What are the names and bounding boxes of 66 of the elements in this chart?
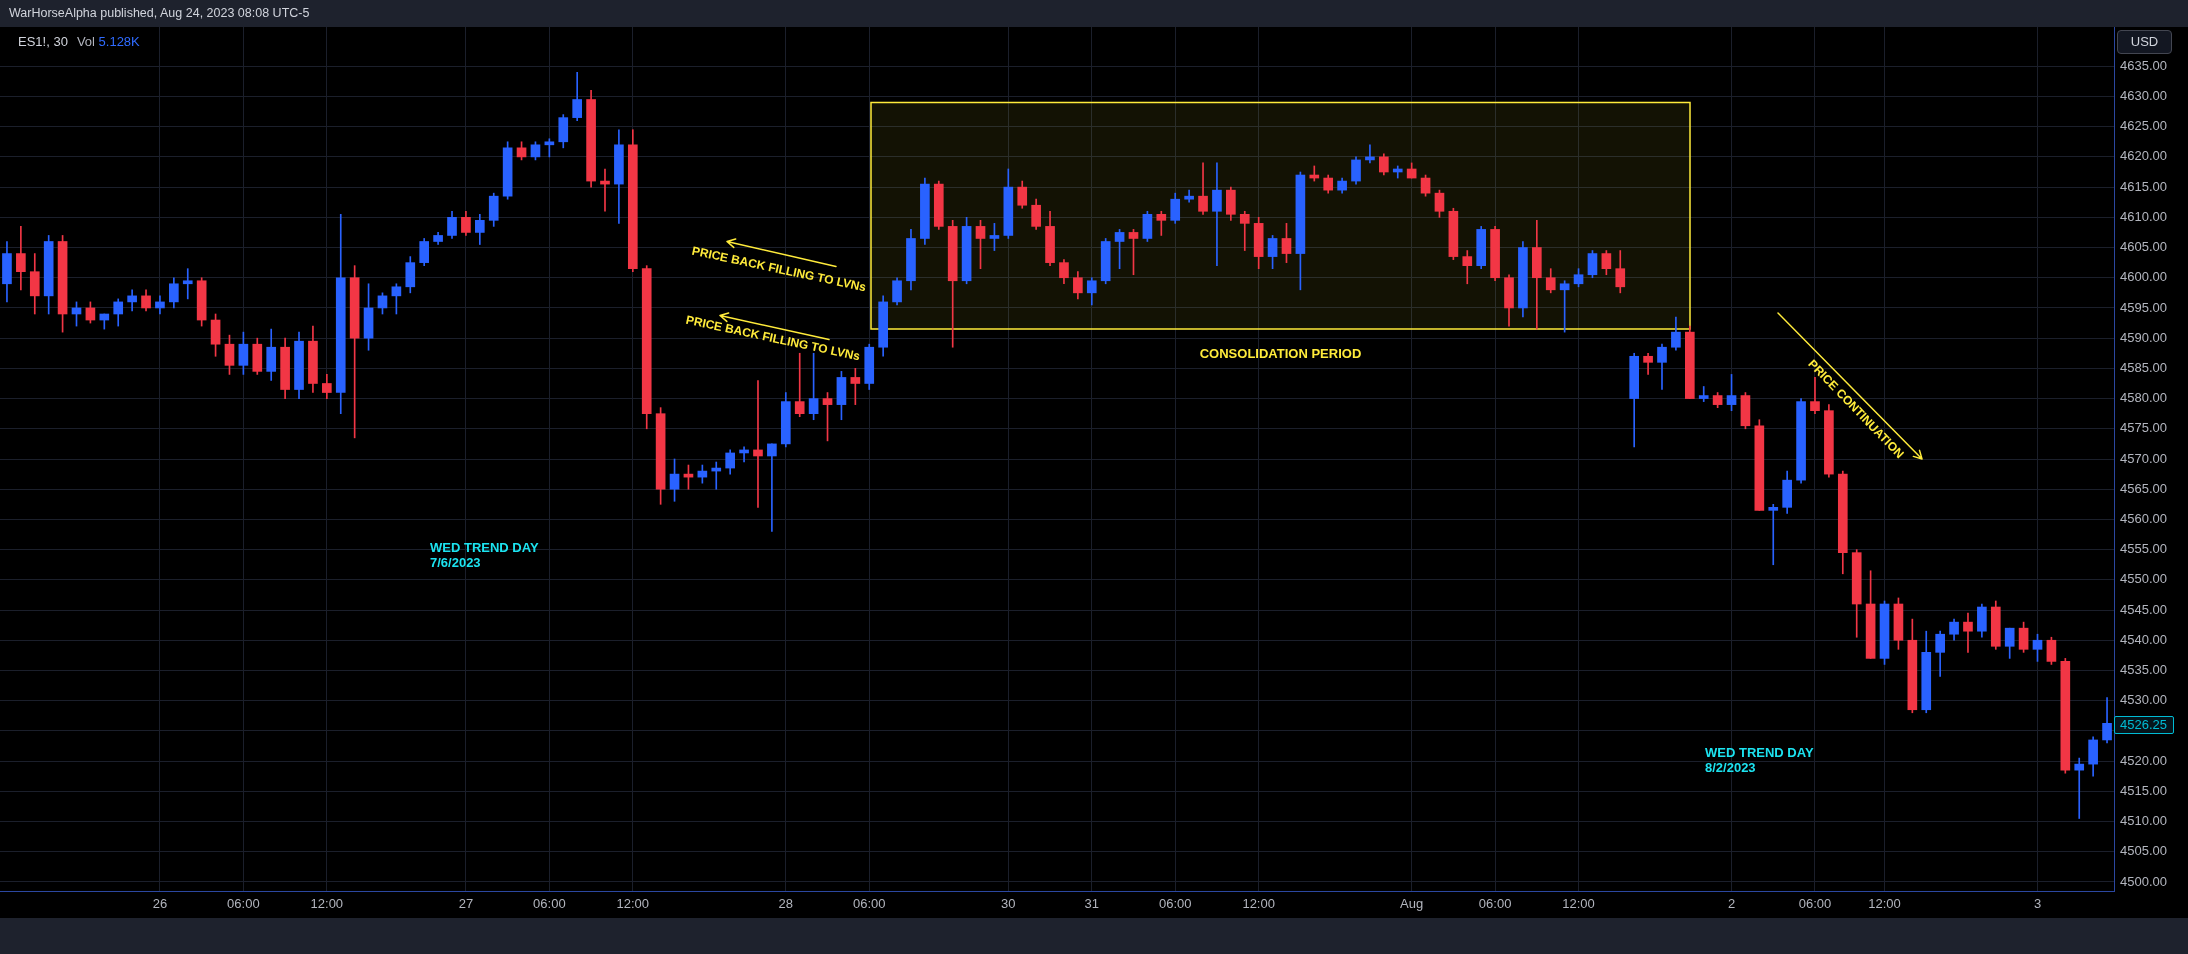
x-tick-label: 06:00 xyxy=(227,896,260,912)
y-tick-label: 4500.00 xyxy=(2120,873,2167,889)
annotation: PRICE BACK FILLING TO LVNs xyxy=(690,243,868,295)
x-tick-label: 27 xyxy=(458,896,474,912)
y-tick-label: 4520.00 xyxy=(2120,752,2167,768)
y-tick-label: 4600.00 xyxy=(2120,269,2167,285)
candlestick xyxy=(1698,386,1709,402)
y-tick-label: 4505.00 xyxy=(2120,843,2167,859)
y-tick-label: 4635.00 xyxy=(2120,57,2167,73)
y-tick-label: 4620.00 xyxy=(2120,148,2167,164)
y-tick-label: 4610.00 xyxy=(2120,208,2167,224)
candlestick xyxy=(1239,210,1250,251)
x-tick-label: Aug xyxy=(1400,896,1424,912)
x-tick-label: 2 xyxy=(1727,896,1736,912)
x-tick-label: 28 xyxy=(778,896,794,912)
candlestick xyxy=(1212,162,1222,266)
x-tick-label: 12:00 xyxy=(1242,896,1275,912)
x-tick-label: 26 xyxy=(152,896,168,912)
candlestick xyxy=(767,443,777,532)
y-tick-label: 4555.00 xyxy=(2120,541,2167,557)
x-tick-label: 12:00 xyxy=(310,896,344,912)
y-tick-label: 4580.00 xyxy=(2120,390,2167,406)
x-tick-label: 12:00 xyxy=(616,896,650,912)
y-tick-label: 4615.00 xyxy=(2120,178,2167,194)
y-tick-label: 4515.00 xyxy=(2120,782,2167,798)
x-tick-label: 06:00 xyxy=(1478,896,1512,912)
band-label: CONSOLIDATION PERIOD xyxy=(1199,345,1362,361)
x-tick-label: 06:00 xyxy=(533,896,566,912)
x-tick-label: 12:00 xyxy=(1868,896,1901,912)
annotation: Vol 5.128K xyxy=(76,34,140,49)
y-tick-label: 4560.00 xyxy=(2120,511,2167,526)
x-tick-label: 06:00 xyxy=(1158,896,1192,912)
candlestick xyxy=(794,352,805,418)
x-tick-label: 06:00 xyxy=(1798,896,1832,912)
y-tick-label: 4585.00 xyxy=(2120,359,2167,375)
y-tick-label: 4630.00 xyxy=(2120,88,2167,104)
annotation: ES1!, 30 xyxy=(18,34,68,50)
x-tick-label: 3 xyxy=(2033,896,2042,912)
y-tick-label: 4595.00 xyxy=(2120,299,2167,315)
y-tick-label: 4625.00 xyxy=(2120,118,2167,134)
y-tick-label: 4590.00 xyxy=(2120,329,2167,345)
y-tick-label: 4510.00 xyxy=(2120,813,2167,829)
x-tick-label: 31 xyxy=(1084,896,1099,912)
annotation: WED TREND DAY 8/2/2023 xyxy=(1705,745,1814,775)
chart-title: WarHorseAlpha published, Aug 24, 2023 08:08 UTC-5 xyxy=(9,6,310,21)
y-tick-label: 4550.00 xyxy=(2120,571,2167,587)
candlestick xyxy=(753,380,763,508)
y-tick-label: 4535.00 xyxy=(2120,662,2167,678)
y-axis-title: USD xyxy=(2117,30,2172,54)
y-tick-label: 4545.00 xyxy=(2120,601,2167,617)
candlestick xyxy=(1963,612,1973,653)
candlestick xyxy=(2074,757,2085,819)
y-tick-label: 4605.00 xyxy=(2120,239,2167,255)
candlestick xyxy=(1768,503,1779,566)
x-tick-label: 12:00 xyxy=(1562,896,1595,912)
y-tick-label: 4530.00 xyxy=(2120,692,2167,708)
y-tick-label: 4565.00 xyxy=(2120,480,2167,496)
annotation: PRICE BACK FILLING TO LVNs xyxy=(684,312,862,364)
y-tick-label: 4575.00 xyxy=(2120,420,2167,436)
y-tick-label: 4540.00 xyxy=(2120,631,2167,647)
y-tick-label: 4570.00 xyxy=(2120,450,2167,466)
candlestick xyxy=(182,268,193,300)
annotation: WED TREND DAY 7/6/2023 xyxy=(430,540,539,570)
x-tick-label: 30 xyxy=(1001,896,1016,912)
x-tick-label: 06:00 xyxy=(852,896,886,912)
text: 4526.25 xyxy=(2114,716,2174,734)
